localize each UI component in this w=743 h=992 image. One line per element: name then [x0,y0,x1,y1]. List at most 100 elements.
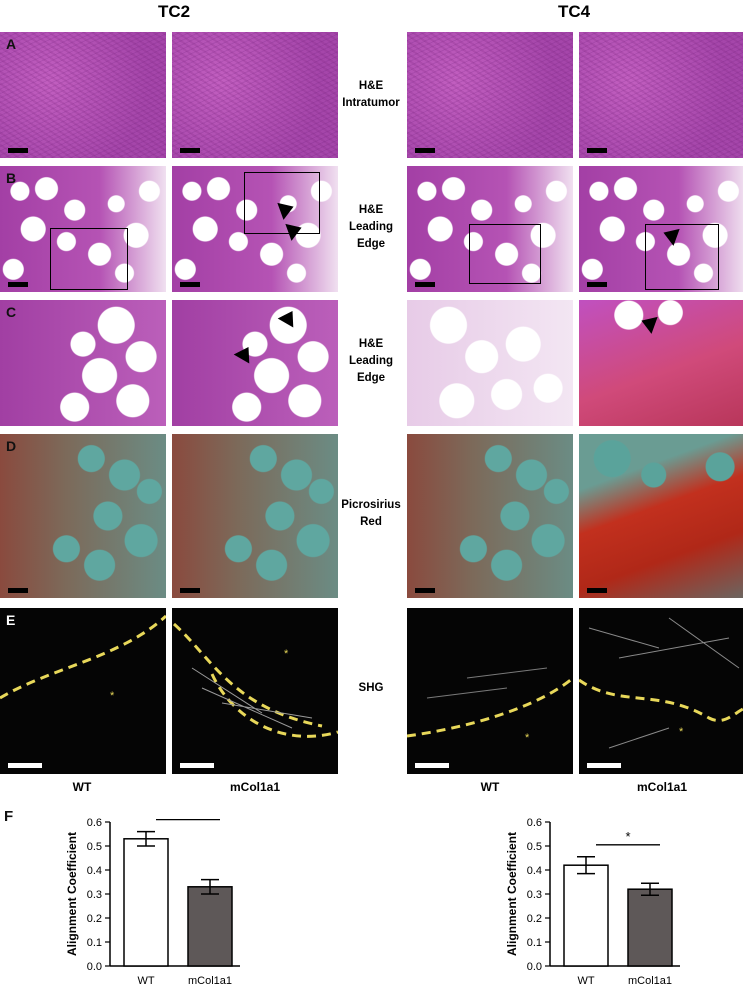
x-tick-label: mCol1a1 [628,975,672,987]
boundary-line [0,614,166,700]
alignment-chart-tc4: 0.0 0.1 0.2 0.3 0.4 0.5 0.6 Alignment Coefficie… [505,817,680,987]
scale-bar [180,588,200,593]
panel-letter-f: F [4,808,14,825]
boundary-line [172,622,338,738]
asterisk-icon: * [284,648,289,660]
y-tick-label: 0.0 [87,961,102,973]
x-tick-label: mCol1a1 [188,975,232,987]
bar-mcol1a1 [187,886,233,967]
shg-tc2-mut: * [172,608,338,774]
column-header-tc4: TC4 [557,2,591,21]
scale-bar [415,282,435,287]
column-header-tc2: TC2 [157,2,191,21]
panel-letter-b: B [6,170,17,186]
he-intratumor-tc4-mut [579,32,743,158]
y-tick-label: 0.5 [87,841,102,853]
he-intratumor-tc2-wt: A [0,32,166,158]
scale-bar [8,282,28,287]
picrosirius-tc2-wt: D [0,434,166,598]
row-label-line: Leading [348,221,394,233]
inset-box [244,172,320,234]
panel-letter-a: A [6,36,17,52]
scale-bar [587,282,607,287]
row-label-d: Picrosirius Red [326,497,416,531]
panel-letter-e: E [6,612,16,628]
arrowhead-icon [277,306,301,328]
row-label-line: H&E [358,338,384,350]
shg-tc4-wt: * [407,608,573,774]
row-label-line: Edge [356,238,386,250]
he-edge-tc4-wt [407,166,573,292]
he-intratumor-tc4-wt [407,32,573,158]
scale-bar [8,588,28,593]
bar-wt [123,838,169,967]
asterisk-icon: * [525,732,530,744]
row-label-line: Edge [356,372,386,384]
y-tick-label: 0.3 [527,889,542,901]
shg-tc4-mut: * [579,608,743,774]
scale-bar [415,148,435,153]
genotype-label-tc2-mut: mCol1a1 [229,780,281,794]
picrosirius-tc4-wt [407,434,573,598]
row-label-line: Intratumor [342,97,400,109]
y-tick-label: 0.2 [527,913,542,925]
scale-bar [180,763,214,768]
boundary-line [579,617,743,749]
scale-bar [415,763,449,768]
row-label-line: H&E [358,204,384,216]
shg-tc2-wt: E * [0,608,166,774]
row-label-b: H&E Leading Edge [326,202,416,253]
arrowhead-icon [638,312,658,334]
scale-bar [587,148,607,153]
inset-box [469,224,541,284]
y-tick-label: 0.3 [87,889,102,901]
panel-letter-c: C [6,304,17,320]
x-tick-label: WT [137,975,154,987]
y-tick-label: 0.6 [87,817,102,829]
he-edge-tc4-mut [579,166,743,292]
genotype-label-tc4-mut: mCol1a1 [636,780,688,794]
y-tick-label: 0.1 [87,937,102,949]
he-edge-tc2-wt: B [0,166,166,292]
he-edge-tc2-mut [172,166,338,292]
scale-bar [8,148,28,153]
panel-letter-d: D [6,438,17,454]
y-tick-label: 0.5 [527,841,542,853]
picrosirius-tc4-mut [579,434,743,598]
y-tick-label: 0.4 [527,865,542,877]
scale-bar [587,763,621,768]
y-tick-label: 0.1 [527,937,542,949]
he-edge-zoom-tc2-mut [172,300,338,426]
y-tick-label: 0.6 [527,817,542,829]
row-label-a: H&E Intratumor [326,78,416,112]
bar-mcol1a1 [627,888,673,967]
y-tick-label: 0.2 [87,913,102,925]
significance-label: * [625,829,630,844]
genotype-label-tc4-wt: WT [480,780,500,794]
inset-box [50,228,128,290]
y-tick-label: 0.4 [87,865,102,877]
row-label-line: SHG [358,682,384,694]
row-label-line: H&E [358,80,384,92]
arrowhead-icon [233,342,257,364]
y-tick-label: 0.0 [527,961,542,973]
boundary-line [407,667,573,738]
alignment-chart-tc2: 0.0 0.1 0.2 0.3 0.4 0.5 0.6 Alignment Coefficie… [65,812,240,987]
asterisk-icon: * [110,690,115,702]
y-axis-label: Alignment Coefficient [505,832,519,956]
he-edge-zoom-tc4-mut [579,300,743,426]
scale-bar [180,148,200,153]
scale-bar [180,282,200,287]
row-label-e: SHG [326,680,416,697]
row-label-line: Red [360,516,382,528]
row-label-c: H&E Leading Edge [326,336,416,387]
scale-bar [415,588,435,593]
genotype-label-tc2-wt: WT [72,780,92,794]
row-label-line: Leading [348,355,394,367]
x-tick-label: WT [577,975,594,987]
asterisk-icon: * [679,726,684,738]
bar-wt [563,864,609,967]
row-label-line: Picrosirius [341,499,401,511]
scale-bar [8,763,42,768]
inset-box [645,224,719,290]
